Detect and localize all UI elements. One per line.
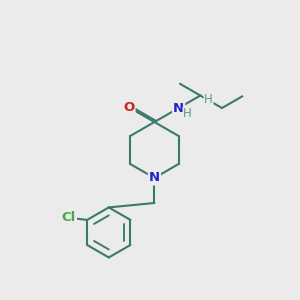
Text: H: H (204, 93, 213, 106)
Text: N: N (149, 172, 160, 184)
Text: Cl: Cl (62, 211, 76, 224)
Text: H: H (183, 107, 192, 120)
Text: O: O (123, 101, 134, 114)
Text: N: N (173, 101, 184, 115)
